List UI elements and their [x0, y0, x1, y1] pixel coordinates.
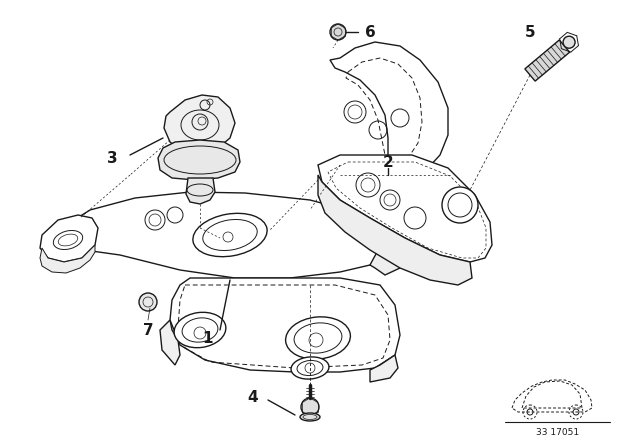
Ellipse shape	[563, 36, 575, 48]
Ellipse shape	[193, 213, 267, 257]
Ellipse shape	[285, 317, 350, 359]
Text: 5: 5	[525, 25, 535, 39]
Polygon shape	[164, 95, 235, 154]
Ellipse shape	[301, 398, 319, 416]
Polygon shape	[370, 228, 400, 275]
Ellipse shape	[300, 413, 320, 421]
Polygon shape	[318, 175, 472, 285]
Text: 33 17051: 33 17051	[536, 427, 580, 436]
Ellipse shape	[174, 312, 226, 348]
Polygon shape	[330, 42, 448, 175]
Ellipse shape	[330, 24, 346, 40]
Text: 3: 3	[107, 151, 117, 165]
Ellipse shape	[442, 187, 478, 223]
Text: 7: 7	[143, 323, 154, 337]
Polygon shape	[370, 355, 398, 382]
Polygon shape	[55, 192, 395, 278]
Polygon shape	[160, 320, 180, 365]
Polygon shape	[158, 140, 240, 180]
Polygon shape	[40, 245, 95, 273]
Text: 6: 6	[365, 25, 376, 39]
Ellipse shape	[139, 293, 157, 311]
Polygon shape	[170, 278, 400, 372]
Polygon shape	[318, 155, 492, 262]
Polygon shape	[186, 178, 215, 204]
Ellipse shape	[291, 357, 329, 379]
Text: 1: 1	[203, 331, 213, 345]
Text: 2: 2	[383, 155, 394, 169]
Polygon shape	[40, 215, 98, 262]
Polygon shape	[50, 238, 75, 270]
Text: 4: 4	[248, 389, 259, 405]
Polygon shape	[525, 40, 570, 81]
